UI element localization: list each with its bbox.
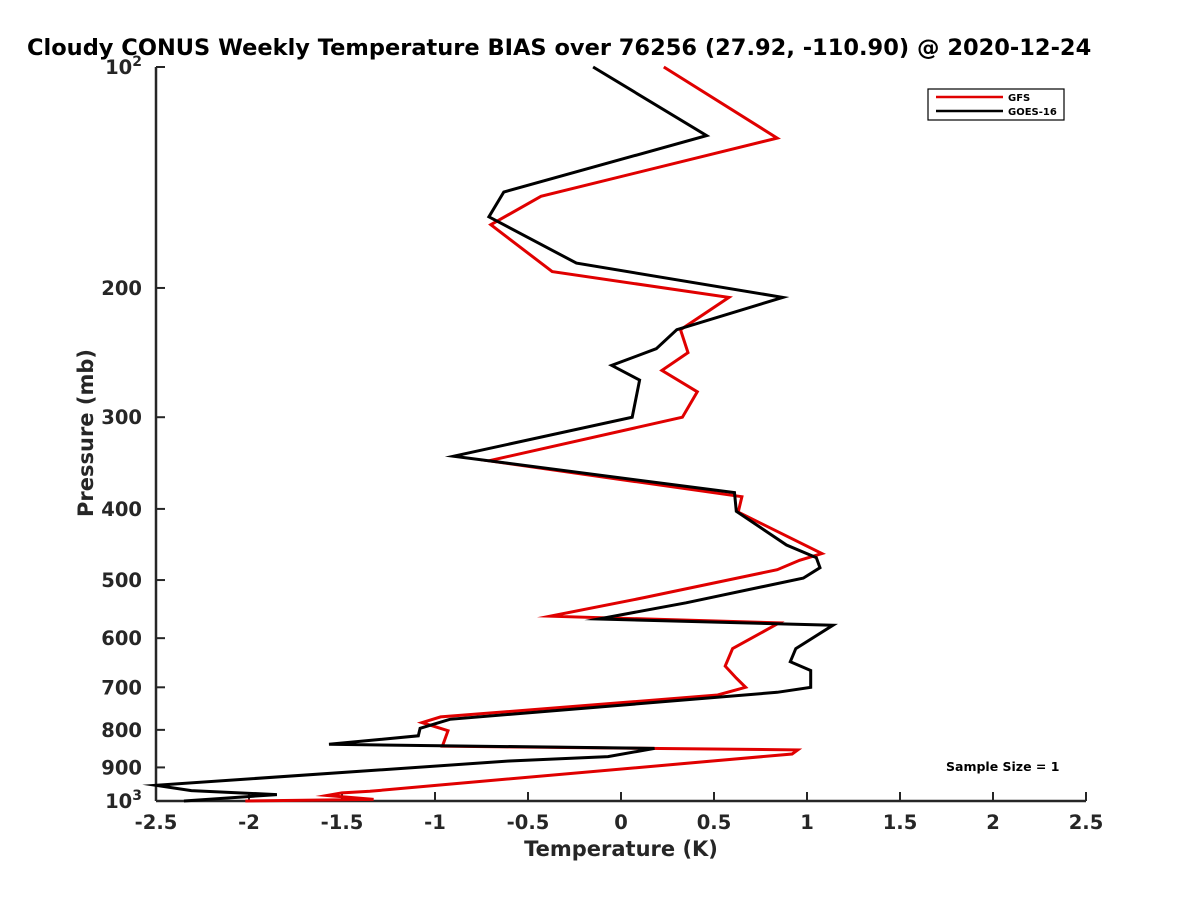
legend: GFS GOES-16	[927, 88, 1065, 121]
legend-box	[927, 88, 1065, 121]
x-axis-label: Temperature (K)	[524, 837, 718, 861]
x-tick-label: -0.5	[507, 811, 550, 834]
y-tick-label: 200	[101, 277, 142, 300]
x-tick-label: 1.5	[883, 811, 918, 834]
legend-label-goes16: GOES-16	[1008, 107, 1057, 118]
series-layer	[142, 65, 838, 803]
series-line-goes-16	[142, 65, 838, 803]
series-line-gfs	[245, 65, 826, 803]
x-tick-label: -2	[238, 811, 260, 834]
x-tick-label: -1	[424, 811, 446, 834]
y-tick-label: 700	[101, 676, 142, 699]
y-tick-label: 500	[101, 569, 142, 592]
y-tick-label: 400	[101, 498, 142, 521]
y-tick-label: 900	[101, 756, 142, 779]
legend-label-gfs: GFS	[1008, 93, 1030, 104]
chart-title: Cloudy CONUS Weekly Temperature BIAS ove…	[27, 35, 1091, 61]
x-tick-label: 1	[800, 811, 814, 834]
x-tick-label: -1.5	[321, 811, 364, 834]
x-tick-label: 2.5	[1069, 811, 1104, 834]
x-tick-label: 0.5	[697, 811, 732, 834]
x-tick-label: -2.5	[135, 811, 178, 834]
y-axis-label: Pressure (mb)	[74, 349, 98, 517]
y-tick-label: 800	[101, 719, 142, 742]
y-tick-label: 600	[101, 627, 142, 650]
sample-size-annotation: Sample Size = 1	[946, 759, 1059, 774]
x-tick-label: 2	[986, 811, 1000, 834]
y-tick-label: 102	[105, 54, 142, 79]
y-tick-label: 103	[105, 788, 142, 813]
plot-axes: -2.5 -2 -1.5 -1 -0.5 0 0.5 1 1.5 2 2.5 102 200 300 400…	[101, 54, 1103, 834]
x-tick-label: 0	[614, 811, 628, 834]
y-tick-label: 300	[101, 406, 142, 429]
